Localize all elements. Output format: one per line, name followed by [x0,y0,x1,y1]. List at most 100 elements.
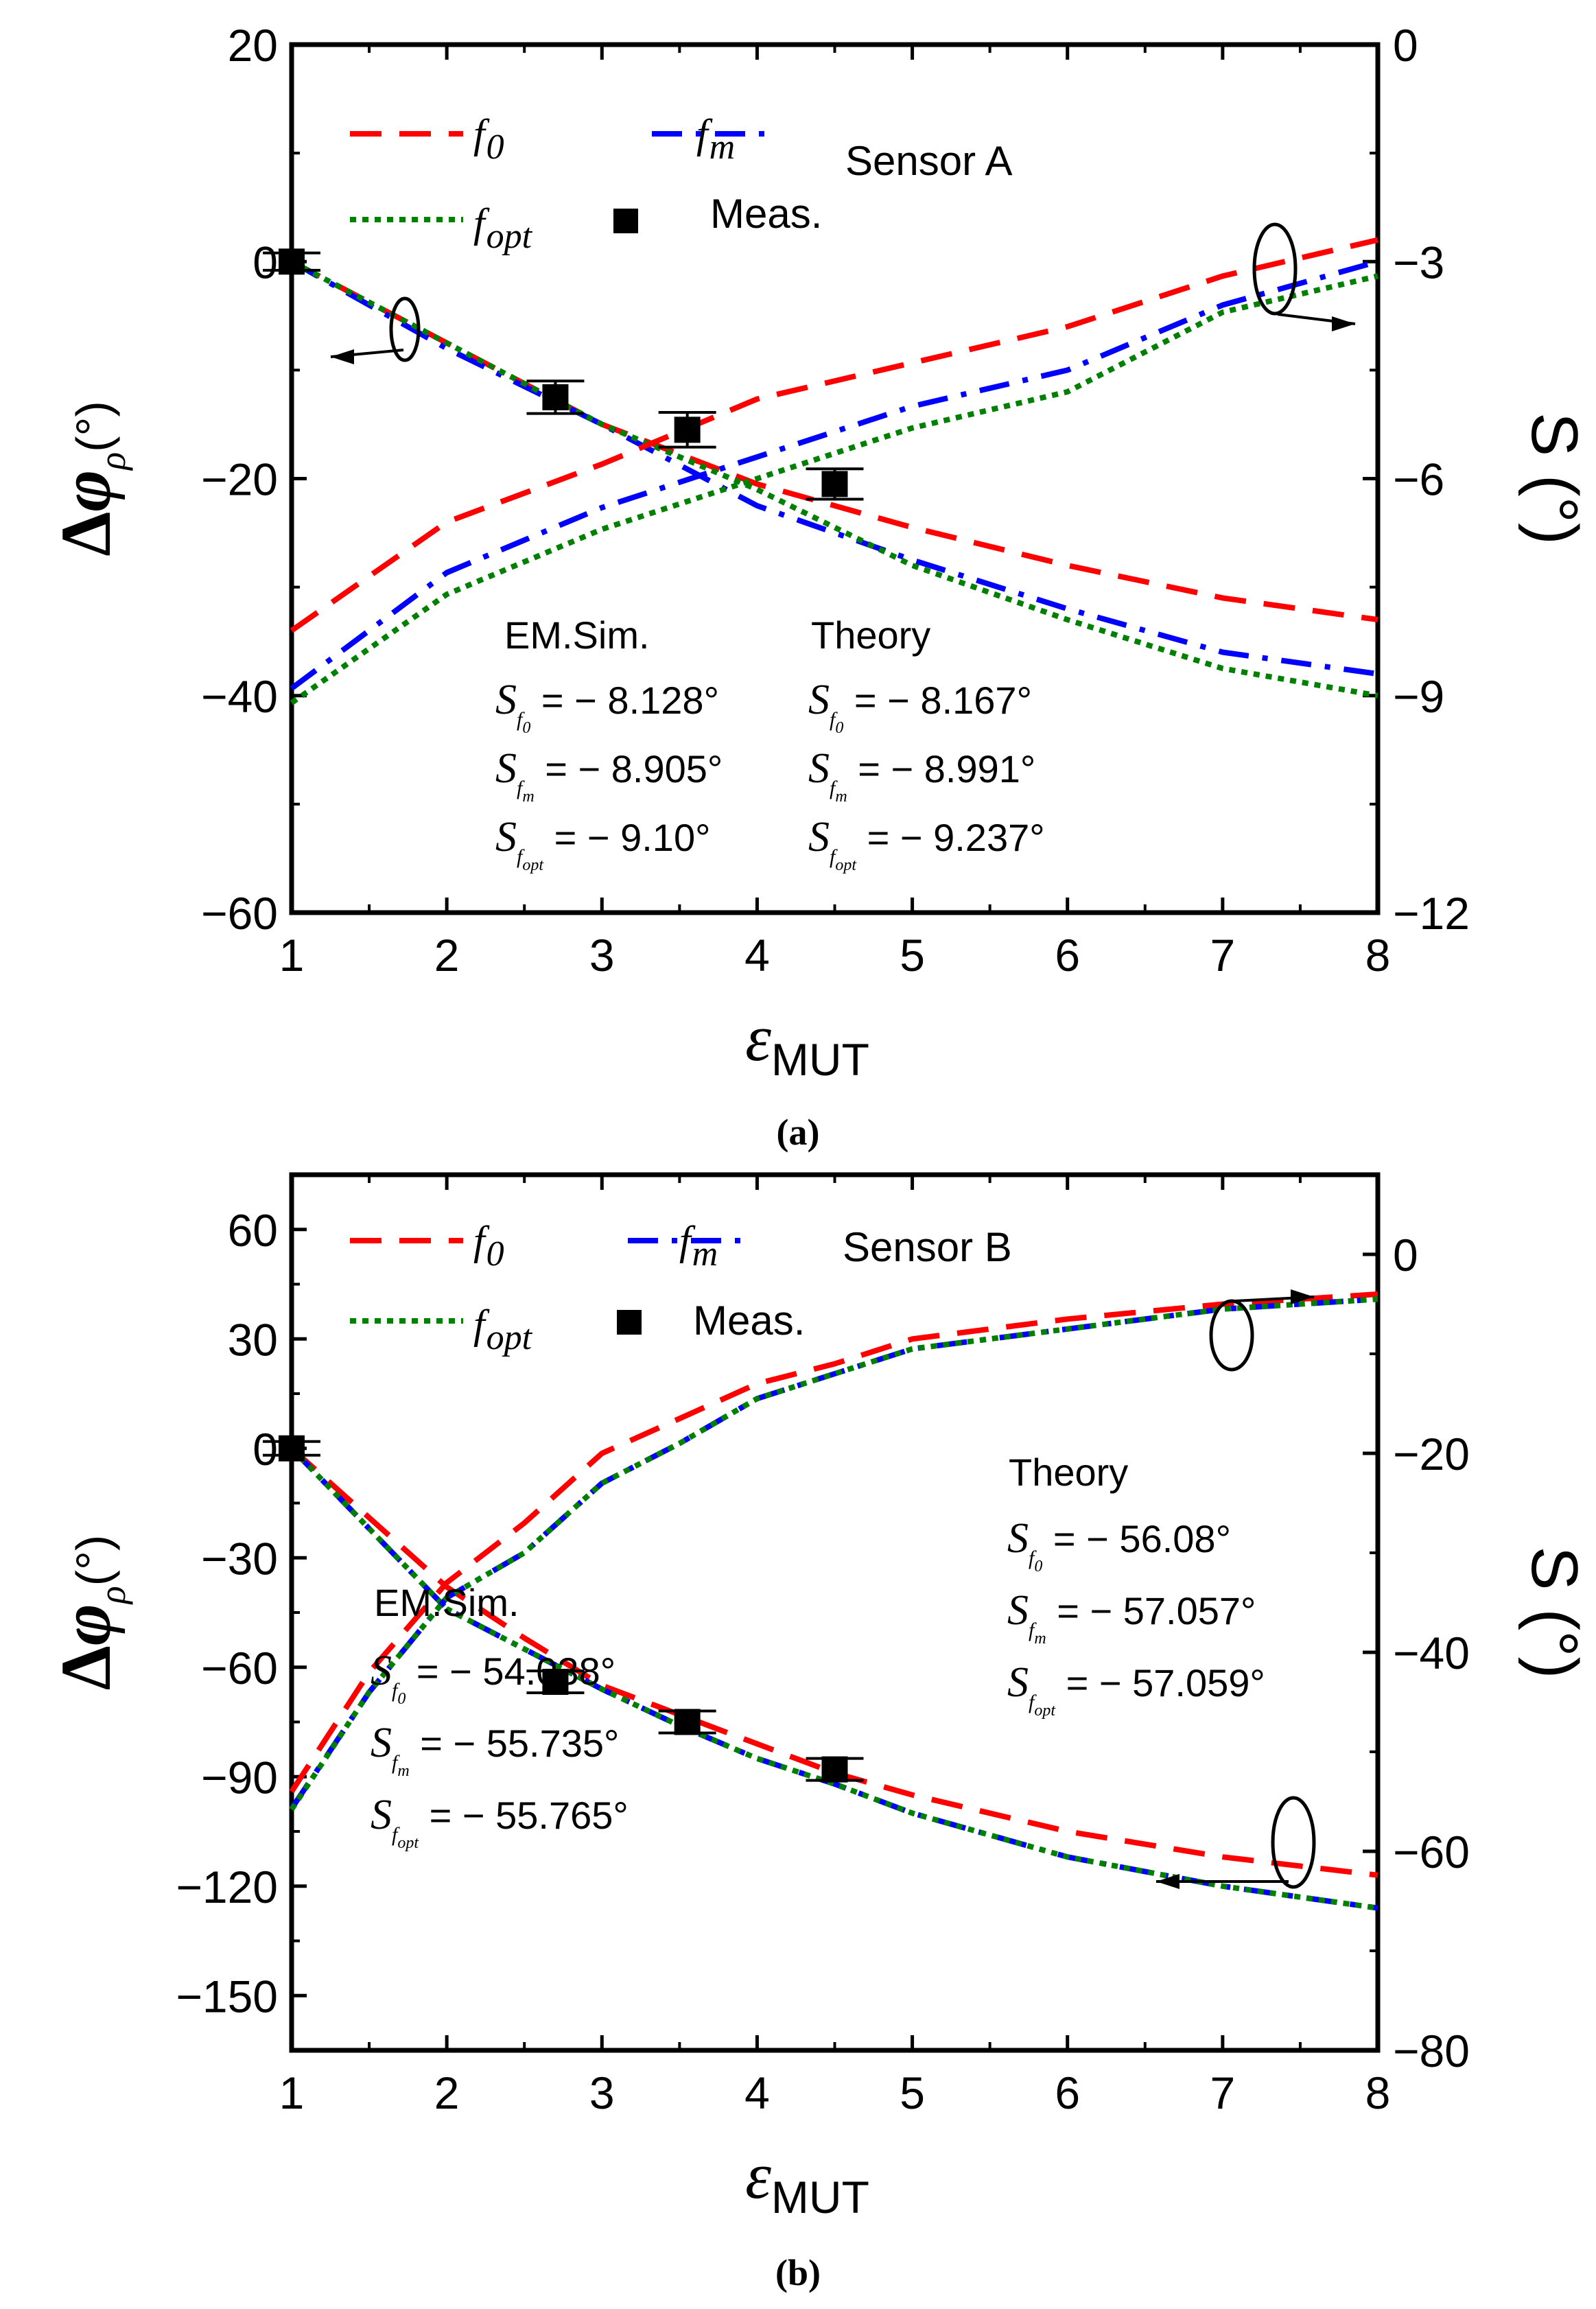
sensitivity-sub-index: m [1034,1630,1046,1648]
legend-marker-meas [617,1310,642,1335]
x-tick-label: 4 [744,930,770,981]
y-left-title-delta: Δ [47,512,126,556]
legend-label-meas: Meas. [693,1298,805,1344]
series-line-fopt-dphi [290,259,1378,699]
sim-sensitivity-fopt: Sfopt = − 55.765° [371,1792,629,1852]
y-right-tick-label: −12 [1393,888,1470,939]
sensitivity-sub-index: 0 [522,719,530,737]
sensitivity-value: = − 8.905° [535,747,723,790]
sensitivity-value: = − 9.237° [856,816,1045,859]
y-right-tick-label: −3 [1393,237,1444,288]
axis-indicator-arrowhead [1291,1289,1314,1304]
measured-point [279,248,305,275]
y-right-axis-title: S (°) [1518,1546,1591,1678]
y-right-tick-label: −40 [1393,1628,1470,1678]
x-tick-label: 7 [1210,930,1235,981]
sim-sensitivity-fm: Sfm = − 8.905° [495,745,723,806]
sensitivity-sub-index: m [835,788,847,806]
y-left-tick-label: −40 [201,671,278,722]
theory-sensitivity-fopt: Sfopt = − 9.237° [808,814,1045,874]
measured-point [542,384,569,410]
right-axis-ellipse [1252,222,1298,316]
x-tick-label: 2 [434,2067,460,2118]
left-axis-ellipse [389,296,421,362]
sensitivity-value: = − 9.10° [543,816,710,859]
sensitivity-symbol: S [808,814,830,860]
series-line-f0-S [290,237,1378,633]
theory-sensitivity-fm: Sfm = − 57.057° [1007,1587,1256,1648]
measured-point [542,1669,569,1696]
sensitivity-sub-index: 0 [397,1690,406,1708]
legend-marker-meas [613,209,638,233]
legend-subscript: opt [486,217,533,256]
legend-label-f0: f0 [473,1218,504,1274]
series-line-f0-dphi [290,259,1378,623]
axis-indicator-arrowhead [1332,316,1355,331]
x-tick-label: 8 [1365,2067,1391,2118]
chart-title: Sensor A [845,138,1013,184]
sensitivity-symbol: S [1007,1587,1029,1634]
sensitivity-symbol: S [1007,1515,1029,1562]
y-left-title-delta: Δ [47,1645,126,1690]
x-axis-title-sub: MUT [771,2172,869,2223]
sensitivity-sub-index: m [397,1762,409,1780]
legend-subscript: m [709,128,736,167]
y-left-title-unit: (°) [67,1535,120,1586]
legend-subscript: m [692,1234,718,1274]
sensitivity-sub-index: opt [397,1834,419,1852]
legend-label-meas: Meas. [710,191,822,237]
legend-subscript: opt [486,1318,533,1357]
x-axis-title-sub: MUT [771,1034,869,1085]
y-right-tick-label: −80 [1393,2026,1470,2076]
panel-b-chart: 1 2 3 4 5 6 7 8 60 30 0 −30 −60 −90 −120 −150 0 −20 −40 −60… [47,1172,1591,2293]
sensitivity-symbol: S [808,677,830,723]
series-line-fopt-S [289,1296,1378,1812]
sensitivity-symbol: S [495,677,517,723]
sensitivity-value: = − 57.057° [1046,1589,1256,1632]
series-line-fm-dphi [290,259,1378,677]
x-tick-label: 3 [589,2067,615,2118]
panel-caption: (a) [777,1112,820,1153]
sensitivity-sub-index: opt [1034,1702,1056,1720]
y-left-title-sub: ρ [92,1586,133,1605]
sensitivity-sub-index: 0 [1034,1558,1042,1575]
y-left-tick-label: 0 [253,1424,278,1475]
theory-sensitivity-fopt: Sfopt = − 57.059° [1007,1659,1265,1720]
y-left-title-phi: φ [47,1604,126,1645]
chart-title: Sensor B [843,1224,1012,1270]
legend-label-fm: fm [679,1218,718,1274]
y-right-tick-label: −9 [1393,671,1444,722]
y-left-axis-title: Δφρ(°) [47,401,133,556]
x-tick-label: 8 [1365,930,1391,981]
panel-a-chart: 1 2 3 4 5 6 7 8 20 0 −20 −40 −60 0 −3 −6 −9 −12 f0 fm fopt Me… [47,20,1591,1153]
x-tick-label: 4 [744,2067,770,2118]
legend-label-fm: fm [696,111,735,167]
sensitivity-value: = − 54.038° [406,1650,615,1693]
sensitivity-sub-index: m [522,788,534,806]
axis-indicator-arrowhead [1156,1874,1180,1889]
y-right-tick-label: −60 [1393,1827,1470,1877]
x-tick-label: 2 [434,930,460,981]
measured-point [821,1756,848,1783]
x-axis-title: εMUT [745,1001,869,1085]
x-tick-label: 7 [1210,2067,1235,2118]
sensitivity-value: = − 8.167° [843,679,1032,722]
sensitivity-value: = − 8.128° [530,679,719,722]
theory-sensitivity-f0: Sf0 = − 56.08° [1007,1515,1231,1575]
y-left-tick-label: 20 [228,20,278,71]
theory-sensitivity-fm: Sfm = − 8.991° [808,745,1035,806]
y-right-tick-label: 0 [1393,1230,1418,1280]
right-axis-ellipse [1209,1299,1254,1372]
y-left-tick-label: −120 [176,1862,278,1912]
series-line-fm-S [289,1296,1378,1810]
sim-sensitivity-fm: Sfm = − 55.735° [371,1720,619,1780]
x-tick-label: 3 [589,930,615,981]
x-tick-label: 6 [1055,930,1080,981]
measured-point [279,1435,305,1462]
sensitivity-value: = − 8.991° [847,747,1036,790]
legend-label-fopt: fopt [473,1302,533,1357]
measured-point [674,1709,701,1735]
legend-subscript: 0 [486,1234,504,1274]
legend-label-f0: f0 [473,111,504,167]
sim-sensitivity-fopt: Sfopt = − 9.10° [495,814,710,874]
